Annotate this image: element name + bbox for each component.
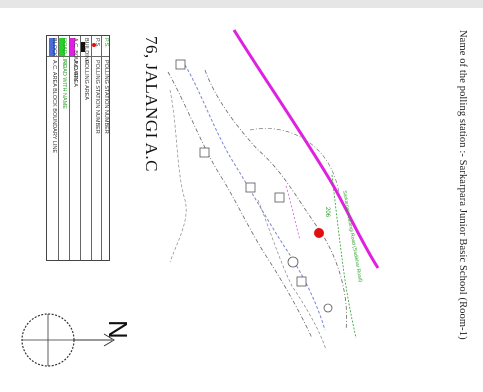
pillar-marker xyxy=(296,276,307,287)
village-boundary-line-3 xyxy=(169,89,187,263)
village-boundary-line-2 xyxy=(204,69,348,331)
pillar-marker xyxy=(199,147,210,158)
legend-divider xyxy=(101,36,102,260)
legend-key: P.S. xyxy=(94,38,100,48)
pillar-marker xyxy=(245,182,256,193)
legend-swatch-station xyxy=(92,43,96,47)
legend-swatch-road xyxy=(59,38,65,56)
pillar-marker xyxy=(323,303,333,313)
block-boundary-line xyxy=(184,64,326,331)
legend-label: POLLING STATION NUMBER xyxy=(94,60,100,134)
village-boundary-line-5 xyxy=(257,199,327,351)
village-boundary-line-4 xyxy=(249,128,341,201)
legend-divider xyxy=(80,36,81,260)
ac-boundary-line xyxy=(232,29,380,269)
map-legend: BLOCK A.C. AREA BLOCK BOUNDARY LINE ROAD… xyxy=(46,35,110,261)
legend-item: P.S. POLLING STATION NUMBER xyxy=(92,36,100,260)
legend-swatch-building xyxy=(81,42,85,52)
legend-label: POLLING STATION NUMBER xyxy=(103,60,109,134)
polling-station-title: Name of the polling station :- Sarkarpar… xyxy=(457,30,468,340)
legend-label: A.C. AREA BLOCK BOUNDARY LINE xyxy=(51,60,57,154)
pillar-marker xyxy=(175,59,186,70)
top-rule xyxy=(0,0,483,8)
map-title: 76, JALANGI A.C xyxy=(142,36,161,172)
legend-label: POLLING AREA xyxy=(83,60,89,101)
legend-item: P.S. POLLING STATION NUMBER xyxy=(102,36,109,260)
legend-divider xyxy=(58,36,59,260)
legend-label: A.C. AREA xyxy=(72,60,78,87)
road-line xyxy=(331,174,357,339)
legend-header-line xyxy=(47,56,109,57)
legend-item: ROAD LINE ROAD WITH NAME xyxy=(59,36,68,260)
north-arrow-icon xyxy=(103,333,115,347)
pillar-marker xyxy=(274,192,285,203)
legend-divider xyxy=(91,36,92,260)
polling-area-outline xyxy=(285,185,301,241)
legend-divider xyxy=(69,36,70,260)
legend-item: A.C. BOUNDARY A.C. AREA xyxy=(70,36,79,260)
legend-key: P.S. xyxy=(103,38,109,48)
legend-item: BUILDING POLLING AREA xyxy=(81,36,90,260)
polling-station-marker xyxy=(314,228,324,238)
legend-swatch-boundary xyxy=(70,38,75,56)
pillar-marker xyxy=(287,256,299,268)
legend-swatch-block xyxy=(49,38,55,56)
polling-station-number: 206 xyxy=(324,207,330,218)
north-label: N xyxy=(103,320,133,339)
legend-label: ROAD WITH NAME xyxy=(61,60,67,109)
legend-key: BLOCK xyxy=(51,38,57,57)
village-boundary-line-1 xyxy=(167,71,313,339)
legend-item: BLOCK A.C. AREA BLOCK BOUNDARY LINE xyxy=(49,36,57,260)
